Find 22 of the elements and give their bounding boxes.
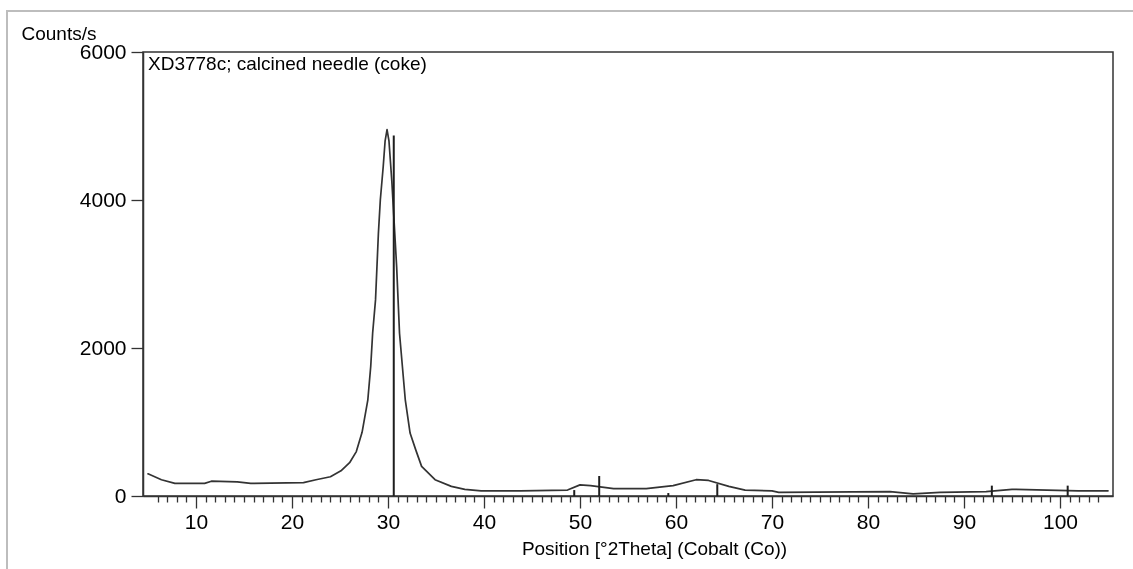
y-tick-label: 4000	[79, 187, 127, 211]
bar	[990, 485, 993, 496]
x-tick-label: 40	[472, 509, 497, 533]
x-tick-label: 100	[1042, 509, 1079, 533]
bar	[1066, 485, 1069, 496]
x-tick-label: 90	[952, 509, 977, 533]
y-tick-label: 2000	[79, 335, 127, 359]
bar	[598, 476, 601, 496]
x-tick-label: 70	[760, 509, 785, 533]
x-tick-label: 50	[568, 509, 593, 533]
x-tick-label: 30	[376, 509, 401, 533]
x-tick-label: 10	[184, 509, 209, 533]
x-tick-label: 20	[280, 509, 305, 533]
x-tick-label: 60	[664, 509, 689, 533]
bar	[573, 490, 576, 496]
x-axis-title: Position [°2Theta] (Cobalt (Co))	[521, 537, 788, 559]
bar	[667, 493, 670, 496]
y-tick-label: 0	[114, 483, 127, 507]
x-tick-label: 80	[856, 509, 881, 533]
bar	[716, 484, 719, 496]
chart-title: XD3778c; calcined needle (coke)	[148, 53, 427, 74]
bar	[392, 135, 395, 496]
